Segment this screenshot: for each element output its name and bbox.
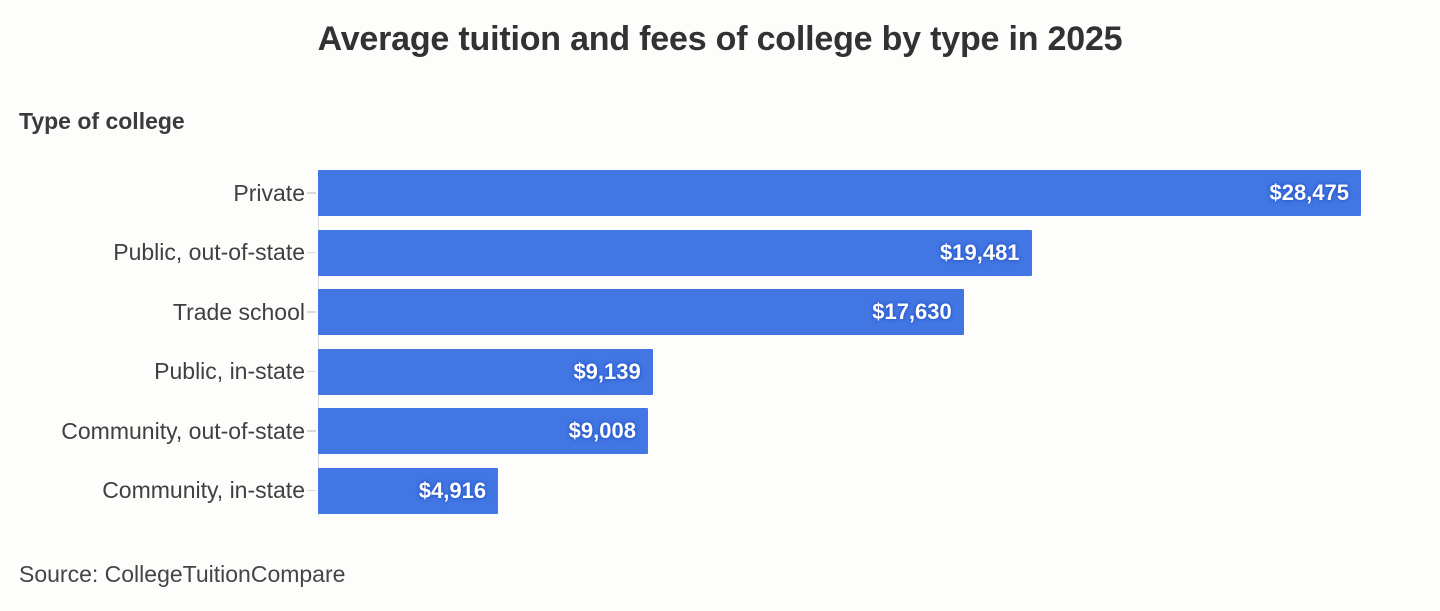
bar-track: $9,139 [318,348,1361,395]
bar-track: $17,630 [318,289,1361,335]
source-note: Source: CollegeTuitionCompare [19,561,346,587]
bar: $4,916 [318,467,499,514]
bar-row: Trade school $17,630 [0,289,1440,335]
bar: $17,630 [318,289,964,335]
bar-value-label: $28,475 [1269,180,1349,205]
bar-track: $4,916 [318,467,1361,514]
bar: $9,008 [318,408,648,454]
bar-row: Private $28,475 [0,170,1440,216]
axis-tick [307,489,316,491]
bar-row: Community, out-of-state $9,008 [0,408,1440,454]
bar-label: Private [0,170,318,216]
axis-tick [307,370,316,372]
bar-row: Public, in-state $9,139 [0,348,1440,395]
axis-tick [307,251,316,253]
bar: $19,481 [318,229,1032,276]
bar-label: Trade school [0,289,318,335]
axis-tick [307,311,316,313]
y-axis-title: Type of college [19,108,185,134]
bar: $9,139 [318,348,653,395]
bar-label: Public, out-of-state [0,230,318,276]
bar-label: Community, out-of-state [0,408,318,454]
axis-tick [307,192,316,194]
bar-track: $28,475 [318,170,1361,216]
axis-tick [307,430,316,432]
bar-row: Public, out-of-state $19,481 [0,229,1440,276]
bar-row: Community, in-state $4,916 [0,467,1440,514]
chart-title: Average tuition and fees of college by t… [317,20,1123,58]
y-axis-line [318,170,319,517]
bar-value-label: $4,916 [418,477,487,503]
bar-label: Community, in-state [0,468,318,514]
bar-label: Public, in-state [0,349,318,395]
bar-value-label: $17,630 [872,299,952,324]
bar-value-label: $9,139 [573,358,641,384]
bar-chart: Private $28,475 Public, out-of-state $19,48… [0,170,1440,527]
bar-track: $19,481 [318,229,1361,276]
bar: $28,475 [318,170,1361,216]
bar-value-label: $9,008 [568,418,636,443]
bar-track: $9,008 [318,408,1361,454]
bar-value-label: $19,481 [940,239,1020,265]
